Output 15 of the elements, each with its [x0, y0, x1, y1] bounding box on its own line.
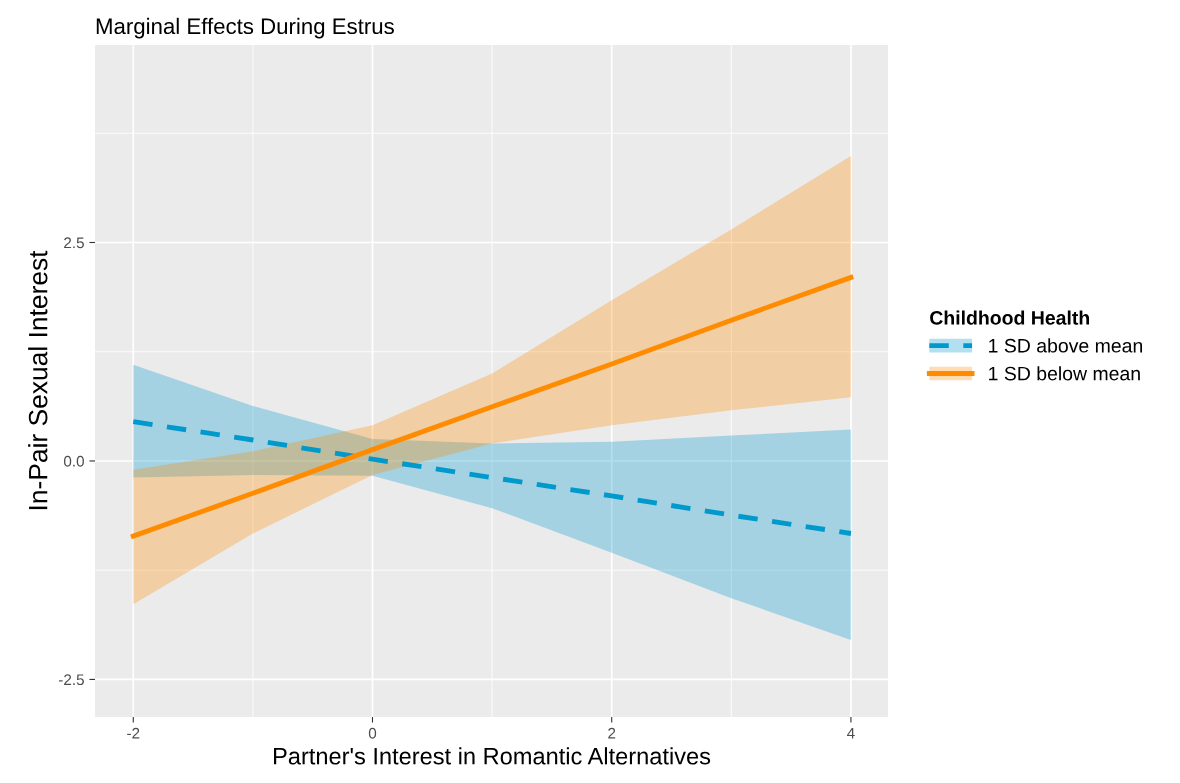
x-tick-label: 4 [847, 727, 855, 739]
chart-title: Marginal Effects During Estrus [96, 17, 394, 39]
x-tick-label: 2 [608, 727, 616, 739]
y-tick-label: 0.0 [63, 455, 84, 467]
y-tick-label: -2.5 [58, 674, 84, 686]
y-tick-label: 2.5 [64, 237, 84, 249]
line-series [130, 275, 854, 539]
legend-label: 1 SD above mean [989, 338, 1143, 353]
legend-title: Childhood Health [930, 310, 1090, 325]
line-series [130, 419, 854, 536]
x-tick-label: 0 [368, 727, 377, 739]
legend-label: 1 SD below mean [989, 366, 1140, 381]
x-axis-title: Partner's Interest in Romantic Alternatives [274, 747, 711, 765]
x-tick-label: -2 [127, 727, 140, 739]
y-axis-title: In-Pair Sexual Interest [28, 250, 48, 510]
